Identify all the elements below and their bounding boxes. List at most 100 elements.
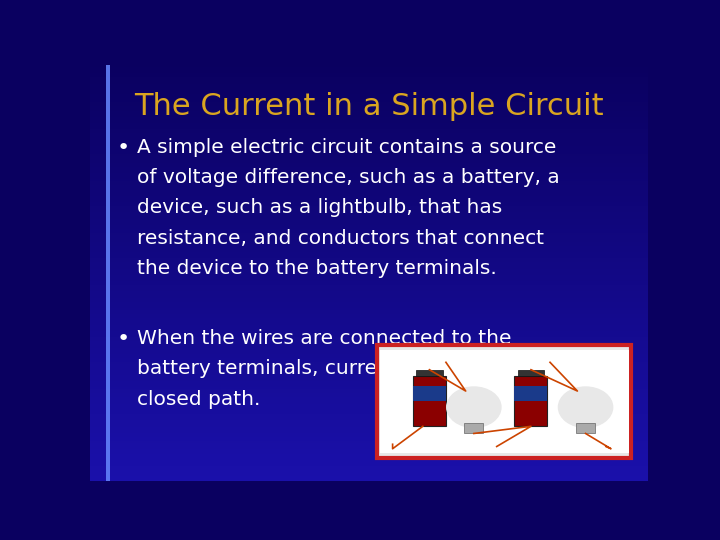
Text: When the wires are connected to the: When the wires are connected to the — [138, 329, 512, 348]
Bar — [90, 443, 648, 446]
Bar — [90, 109, 648, 111]
Text: •: • — [117, 329, 130, 349]
Text: A simple electric circuit contains a source: A simple electric circuit contains a sou… — [138, 138, 557, 157]
Bar — [90, 435, 648, 437]
Bar — [90, 335, 648, 337]
Bar — [90, 194, 648, 196]
Bar — [90, 437, 648, 439]
Bar — [90, 441, 648, 443]
Bar — [90, 449, 648, 451]
Bar — [90, 173, 648, 175]
Bar — [90, 204, 648, 206]
Circle shape — [559, 387, 613, 428]
Bar — [90, 94, 648, 96]
Bar — [90, 256, 648, 258]
Bar — [90, 111, 648, 113]
Bar — [90, 160, 648, 163]
Bar — [90, 458, 648, 460]
Bar — [90, 138, 648, 140]
Bar — [90, 466, 648, 468]
Bar — [90, 352, 648, 354]
Bar — [90, 400, 648, 402]
Bar — [90, 231, 648, 233]
Bar — [90, 190, 648, 192]
Bar — [90, 310, 648, 312]
Bar — [90, 104, 648, 106]
Bar — [90, 358, 648, 360]
Bar — [90, 140, 648, 141]
Bar — [576, 423, 595, 434]
Bar — [90, 389, 648, 391]
Bar — [90, 212, 648, 214]
Bar — [90, 420, 648, 422]
Bar — [90, 414, 648, 416]
Bar — [90, 387, 648, 389]
Bar — [90, 408, 648, 410]
Bar — [90, 360, 648, 362]
Bar — [90, 84, 648, 85]
Bar — [90, 368, 648, 370]
Bar — [90, 206, 648, 208]
Bar — [90, 241, 648, 244]
Bar — [90, 65, 648, 67]
Bar — [90, 478, 648, 481]
Bar — [90, 248, 648, 250]
Bar — [90, 385, 648, 387]
Bar — [90, 229, 648, 231]
Bar — [90, 183, 648, 185]
Bar — [90, 179, 648, 181]
Bar — [90, 67, 648, 69]
Text: device, such as a lightbulb, that has: device, such as a lightbulb, that has — [138, 198, 503, 217]
Bar — [90, 165, 648, 167]
Bar — [90, 98, 648, 100]
Bar — [90, 129, 648, 131]
Bar — [90, 117, 648, 119]
Bar — [90, 196, 648, 198]
Bar — [90, 366, 648, 368]
Bar — [90, 71, 648, 73]
Bar — [90, 349, 648, 352]
Bar — [90, 439, 648, 441]
Text: the device to the battery terminals.: the device to the battery terminals. — [138, 259, 498, 278]
Text: resistance, and conductors that connect: resistance, and conductors that connect — [138, 228, 544, 248]
Bar — [90, 460, 648, 462]
Bar — [90, 283, 648, 285]
Bar — [90, 82, 648, 84]
Bar — [90, 187, 648, 190]
Text: of voltage difference, such as a battery, a: of voltage difference, such as a battery… — [138, 168, 560, 187]
Bar — [90, 268, 648, 271]
Bar — [90, 223, 648, 225]
Bar — [90, 208, 648, 210]
Bar — [90, 298, 648, 300]
Bar — [90, 185, 648, 187]
Bar — [90, 277, 648, 279]
Bar — [90, 343, 648, 346]
Bar — [90, 275, 648, 277]
Bar — [90, 85, 648, 87]
Bar — [90, 171, 648, 173]
Bar — [90, 221, 648, 223]
Bar — [464, 423, 483, 434]
Bar — [90, 200, 648, 202]
Bar — [90, 77, 648, 79]
Bar — [90, 331, 648, 333]
Bar — [90, 339, 648, 341]
Bar — [90, 233, 648, 235]
Bar — [90, 246, 648, 248]
Bar — [90, 177, 648, 179]
Bar — [90, 474, 648, 476]
Bar — [90, 370, 648, 373]
Bar — [380, 350, 629, 453]
Bar — [90, 446, 648, 447]
Bar — [90, 214, 648, 217]
Bar — [90, 337, 648, 339]
Bar — [90, 106, 648, 109]
Bar — [518, 370, 544, 376]
Bar — [90, 244, 648, 246]
Bar — [90, 73, 648, 75]
Bar — [90, 102, 648, 104]
Bar — [90, 333, 648, 335]
Bar — [90, 121, 648, 123]
Bar — [90, 431, 648, 433]
Bar — [90, 433, 648, 435]
